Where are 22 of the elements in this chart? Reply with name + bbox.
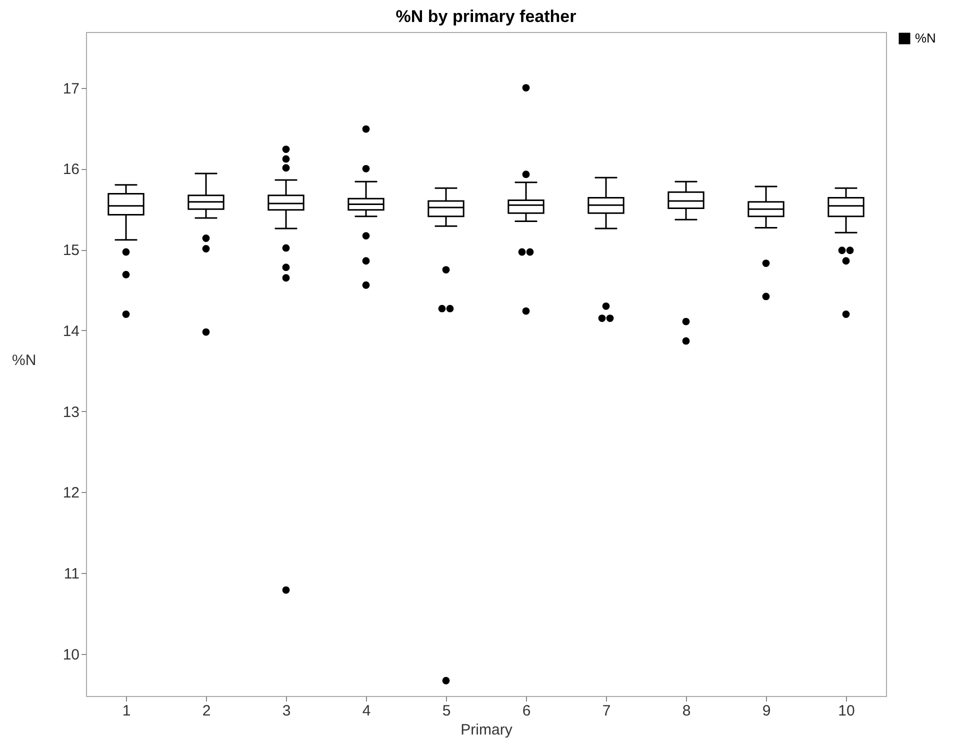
y-tick-label: 17 — [62, 80, 80, 98]
y-tick-label: 12 — [62, 484, 80, 502]
x-tick-label: 10 — [838, 702, 855, 720]
legend-label: %N — [915, 30, 936, 46]
x-axis-title: Primary — [460, 722, 513, 738]
x-tick-label: 9 — [762, 702, 771, 720]
y-tick-label: 13 — [62, 404, 80, 421]
y-axis-title: %N — [12, 352, 36, 369]
x-tick-label: 7 — [602, 702, 611, 720]
x-tick-label: 4 — [362, 702, 371, 720]
y-tick-label: 16 — [62, 161, 80, 178]
y-tick-label: 15 — [62, 242, 80, 260]
x-tick-label: 3 — [282, 702, 291, 720]
y-tick-label: 11 — [64, 566, 80, 583]
x-tick-label: 5 — [442, 702, 451, 720]
x-tick-label: 1 — [122, 702, 131, 720]
y-tick-label: 10 — [62, 646, 80, 664]
chart-title: %N by primary feather — [396, 7, 577, 26]
y-tick-label: 14 — [62, 322, 80, 340]
x-tick-label: 6 — [522, 702, 531, 720]
x-tick-label: 2 — [202, 702, 211, 720]
x-tick-label: 8 — [682, 702, 691, 720]
